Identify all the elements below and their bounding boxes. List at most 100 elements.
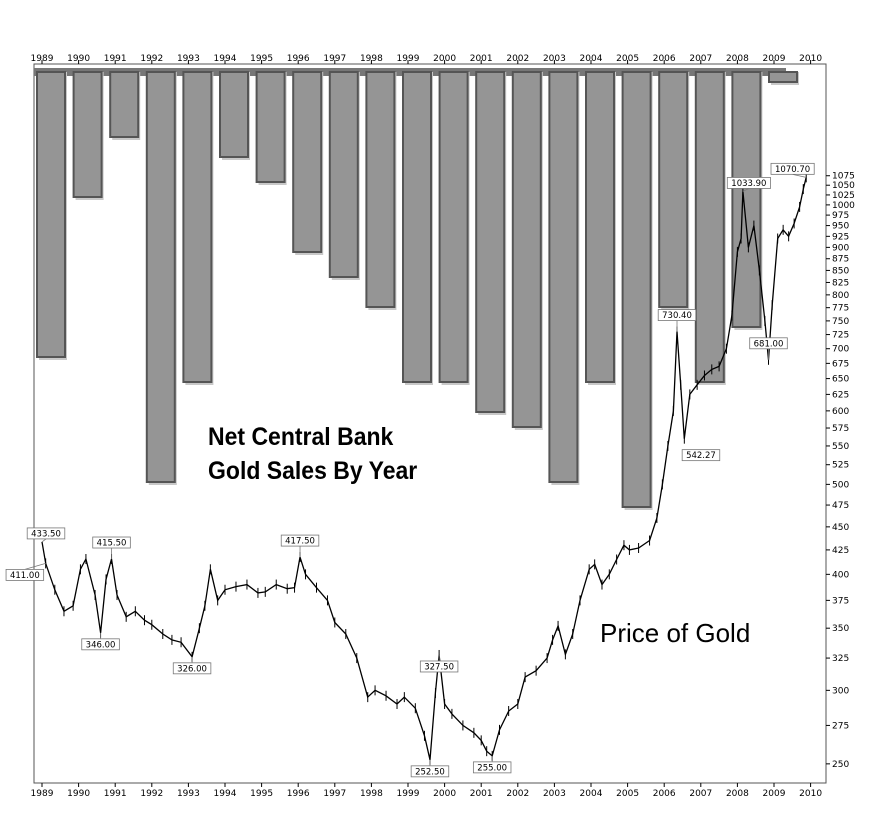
x-tick-label-bottom: 1989 bbox=[31, 789, 54, 799]
callout-box bbox=[472, 761, 512, 774]
x-tick-label-top: 1998 bbox=[360, 54, 383, 64]
y-tick-label: 700 bbox=[832, 345, 849, 355]
x-tick-label-top: 1990 bbox=[67, 54, 90, 64]
x-tick-label-bottom: 2003 bbox=[543, 789, 566, 799]
x-tick-label-bottom: 1991 bbox=[104, 789, 127, 799]
y-tick-label: 625 bbox=[832, 390, 849, 400]
y-tick-label: 950 bbox=[832, 222, 849, 232]
callout-label: 417.50 bbox=[285, 537, 315, 547]
y-tick-label: 875 bbox=[832, 255, 849, 265]
x-tick-label-top: 1989 bbox=[31, 54, 54, 64]
x-tick-label-top: 2001 bbox=[470, 54, 493, 64]
callout-label: 346.00 bbox=[86, 640, 116, 650]
bar-1999 bbox=[402, 71, 432, 383]
x-tick-label-top: 1993 bbox=[177, 54, 200, 64]
callout-box bbox=[172, 662, 212, 675]
x-tick-label-bottom: 2005 bbox=[616, 789, 639, 799]
x-tick-label-bottom: 2008 bbox=[726, 789, 749, 799]
y-tick-label: 400 bbox=[832, 570, 849, 580]
y-tick-label: 425 bbox=[832, 546, 849, 556]
y-tick-label: 600 bbox=[832, 407, 849, 417]
y-tick-label: 650 bbox=[832, 375, 849, 385]
y-tick-label: 500 bbox=[832, 480, 849, 490]
callout-leader bbox=[792, 173, 807, 178]
bar-1994 bbox=[219, 71, 249, 158]
x-tick-label-top: 2006 bbox=[653, 54, 676, 64]
x-tick-label-bottom: 1995 bbox=[250, 789, 273, 799]
y-tick-label: 300 bbox=[832, 686, 849, 696]
callout-label: 730.40 bbox=[662, 311, 692, 321]
callout-box bbox=[770, 162, 815, 175]
y-tick-label: 325 bbox=[832, 654, 849, 664]
x-tick-label-top: 2005 bbox=[616, 54, 639, 64]
bar-1993 bbox=[182, 71, 213, 383]
y-tick-label: 250 bbox=[832, 760, 849, 770]
bar-1997 bbox=[328, 71, 359, 278]
callout-label: 415.50 bbox=[97, 539, 127, 549]
bar-2002 bbox=[511, 71, 542, 428]
callout-box bbox=[419, 660, 459, 673]
x-tick-label-top: 1994 bbox=[214, 54, 237, 64]
callout-label: 433.50 bbox=[31, 529, 61, 539]
x-tick-label-top: 2010 bbox=[799, 54, 822, 64]
bar-2001 bbox=[475, 71, 506, 413]
y-tick-label: 575 bbox=[832, 424, 849, 434]
x-tick-label-top: 1996 bbox=[287, 54, 310, 64]
callout-box bbox=[5, 569, 45, 581]
callout-box bbox=[681, 449, 721, 462]
x-tick-label-top: 1991 bbox=[104, 54, 127, 64]
x-tick-label-top: 2008 bbox=[726, 54, 749, 64]
x-tick-label-bottom: 1997 bbox=[323, 789, 346, 799]
x-tick-label-top: 2009 bbox=[763, 54, 786, 64]
bar-1995 bbox=[255, 71, 286, 183]
y-tick-label: 275 bbox=[832, 721, 849, 731]
x-tick-label-bottom: 2001 bbox=[470, 789, 493, 799]
bar-2007 bbox=[694, 71, 725, 383]
x-tick-label-bottom: 1996 bbox=[287, 789, 310, 799]
y-tick-label: 1025 bbox=[832, 191, 855, 201]
x-tick-label-bottom: 2009 bbox=[763, 789, 786, 799]
gold-price-line bbox=[41, 177, 807, 760]
x-tick-label-top: 2007 bbox=[689, 54, 712, 64]
bar-1991 bbox=[109, 71, 140, 138]
callout-label: 1070.70 bbox=[775, 165, 810, 175]
callout-box bbox=[749, 337, 788, 350]
bar-2008 bbox=[731, 71, 762, 328]
x-tick-label-top: 2002 bbox=[506, 54, 529, 64]
bar-1996 bbox=[292, 71, 323, 253]
x-tick-label-bottom: 2007 bbox=[689, 789, 712, 799]
y-tick-label: 800 bbox=[832, 291, 849, 301]
callout-box bbox=[26, 527, 66, 540]
y-tick-label: 850 bbox=[832, 266, 849, 276]
callout-label: 326.00 bbox=[177, 664, 207, 674]
callout-box bbox=[726, 177, 771, 189]
x-tick-label-top: 2004 bbox=[580, 54, 603, 64]
x-tick-label-bottom: 1990 bbox=[67, 789, 90, 799]
callout-leader bbox=[742, 188, 750, 192]
callout-label: 252.50 bbox=[415, 767, 445, 777]
y-tick-label: 525 bbox=[832, 461, 849, 471]
x-tick-label-bottom: 2010 bbox=[799, 789, 822, 799]
x-tick-label-bottom: 2000 bbox=[433, 789, 456, 799]
y-tick-label: 900 bbox=[832, 243, 849, 253]
y-tick-label: 975 bbox=[832, 211, 849, 221]
x-tick-label-top: 1999 bbox=[397, 54, 420, 64]
bar-2003 bbox=[548, 71, 579, 483]
callout-box bbox=[81, 638, 120, 651]
x-tick-label-bottom: 1992 bbox=[140, 789, 163, 799]
callout-label: 542.27 bbox=[686, 451, 716, 461]
x-tick-label-bottom: 2006 bbox=[653, 789, 676, 799]
callout-leader bbox=[41, 538, 47, 543]
bar-1992 bbox=[145, 71, 176, 483]
x-tick-label-bottom: 1998 bbox=[360, 789, 383, 799]
x-tick-label-bottom: 2002 bbox=[506, 789, 529, 799]
chart-title: Net Central Bank Gold Sales By Year bbox=[208, 420, 417, 488]
y-tick-label: 825 bbox=[832, 278, 849, 288]
y-tick-label: 750 bbox=[832, 317, 849, 327]
x-tick-label-bottom: 1993 bbox=[177, 789, 200, 799]
y-tick-label: 775 bbox=[832, 304, 849, 314]
chart-title-line-1: Net Central Bank bbox=[208, 423, 394, 451]
callout-label: 327.50 bbox=[424, 662, 454, 672]
y-tick-label: 725 bbox=[832, 331, 849, 341]
